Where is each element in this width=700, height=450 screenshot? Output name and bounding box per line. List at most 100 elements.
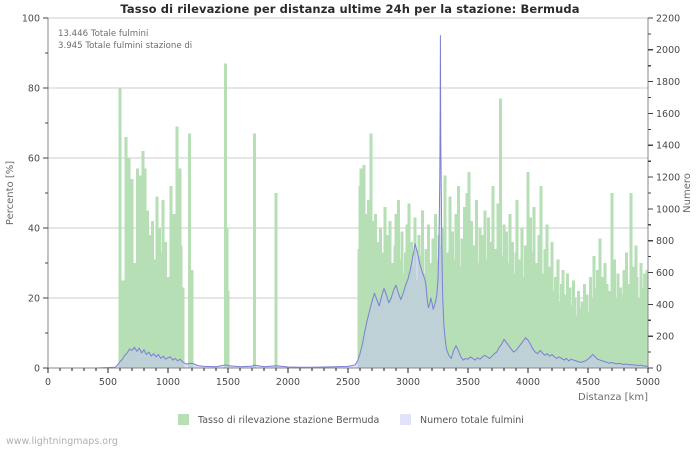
bar <box>548 266 552 368</box>
bar <box>446 252 450 368</box>
annotation-total-lightning: 13.446 Totale fulmini <box>58 29 148 39</box>
legend-swatch-bar <box>178 414 189 425</box>
x-tick-label: 1000 <box>156 377 180 388</box>
bar <box>515 200 519 368</box>
bar <box>561 270 565 368</box>
bar <box>534 263 538 368</box>
bar <box>167 312 171 368</box>
bar <box>528 217 532 368</box>
y-tick-label-right: 1000 <box>656 204 680 215</box>
bar <box>274 193 278 368</box>
x-axis-title: Distanza [km] <box>578 392 648 403</box>
y-tick-label-left: 40 <box>28 223 40 234</box>
bar <box>478 228 482 368</box>
bar <box>138 175 142 368</box>
line-series <box>48 35 649 369</box>
bar <box>545 224 549 368</box>
bar <box>450 231 454 368</box>
bar <box>526 172 530 368</box>
bar <box>124 137 128 368</box>
bar <box>181 287 185 368</box>
bar <box>502 224 506 368</box>
y-axis-title-right: Numero <box>682 173 693 213</box>
x-tick-label: 4000 <box>516 377 540 388</box>
bar <box>566 273 570 368</box>
annotation-station-lightning: 3.945 Totale fulmini stazione di <box>58 41 192 51</box>
bar <box>224 63 228 368</box>
y-tick-label-right: 1200 <box>656 172 680 183</box>
y-tick-label-right: 200 <box>656 332 674 343</box>
legend-label-bar: Tasso di rilevazione stazione Bermuda <box>197 415 379 426</box>
x-tick-label: 2000 <box>276 377 300 388</box>
bar <box>164 242 168 368</box>
bar <box>150 221 154 368</box>
bar <box>383 207 387 368</box>
bar <box>494 249 498 368</box>
bar <box>510 242 514 368</box>
bar <box>645 270 649 368</box>
y-tick-label-right: 1400 <box>656 141 680 152</box>
bar <box>498 98 502 368</box>
bar <box>521 277 525 368</box>
footer-watermark: www.lightningmaps.org <box>6 436 118 447</box>
legend-label-line: Numero totale fulmini <box>420 415 524 426</box>
bar <box>127 158 131 368</box>
y-tick-label-right: 1600 <box>656 109 680 120</box>
bar <box>148 235 152 368</box>
bar <box>121 280 125 368</box>
bar <box>554 277 558 368</box>
bar <box>596 270 600 368</box>
bar <box>131 298 135 368</box>
y-tick-label-left: 0 <box>34 363 40 374</box>
bar <box>173 329 177 368</box>
y-tick-label-right: 0 <box>656 363 662 374</box>
x-tick-label: 3500 <box>456 377 480 388</box>
bar <box>629 193 633 368</box>
y-tick-label-right: 800 <box>656 236 674 247</box>
bar <box>369 133 373 368</box>
y-tick-label-right: 400 <box>656 300 674 311</box>
bar <box>130 179 134 368</box>
x-tick-label: 4500 <box>576 377 600 388</box>
bar <box>226 291 230 368</box>
bar <box>508 214 512 368</box>
bar <box>362 165 366 368</box>
bar <box>467 172 471 368</box>
bar <box>118 88 122 368</box>
bar <box>155 196 159 368</box>
bar <box>175 126 179 368</box>
y-tick-label-right: 2000 <box>656 45 680 56</box>
bar <box>190 270 194 368</box>
bar <box>578 308 582 368</box>
x-tick-label: 5000 <box>636 377 660 388</box>
x-tick-label: 500 <box>99 377 117 388</box>
bar <box>179 245 183 368</box>
y-tick-label-left: 20 <box>28 293 40 304</box>
y-tick-label-right: 2200 <box>656 13 680 24</box>
y-tick-label-right: 600 <box>656 268 674 279</box>
bar <box>188 133 192 368</box>
x-tick-label: 3000 <box>396 377 420 388</box>
y-tick-label-left: 100 <box>22 13 40 24</box>
bar <box>141 151 145 368</box>
x-tick-label: 2500 <box>336 377 360 388</box>
bar <box>125 305 129 368</box>
y-tick-label-left: 60 <box>28 153 40 164</box>
bar <box>472 245 476 368</box>
y-tick-label-left: 80 <box>28 83 40 94</box>
bar <box>161 200 165 368</box>
y-axis-title-left: Percento [%] <box>5 161 16 225</box>
bar <box>133 263 137 368</box>
bar <box>252 133 256 368</box>
y-tick-label-right: 1800 <box>656 77 680 88</box>
bar <box>388 221 392 368</box>
legend-swatch-line <box>400 414 411 425</box>
x-tick-label: 0 <box>45 377 51 388</box>
bar <box>169 186 173 368</box>
bar <box>618 287 622 368</box>
x-tick-label: 1500 <box>216 377 240 388</box>
bar <box>172 214 176 368</box>
bar <box>143 168 147 368</box>
